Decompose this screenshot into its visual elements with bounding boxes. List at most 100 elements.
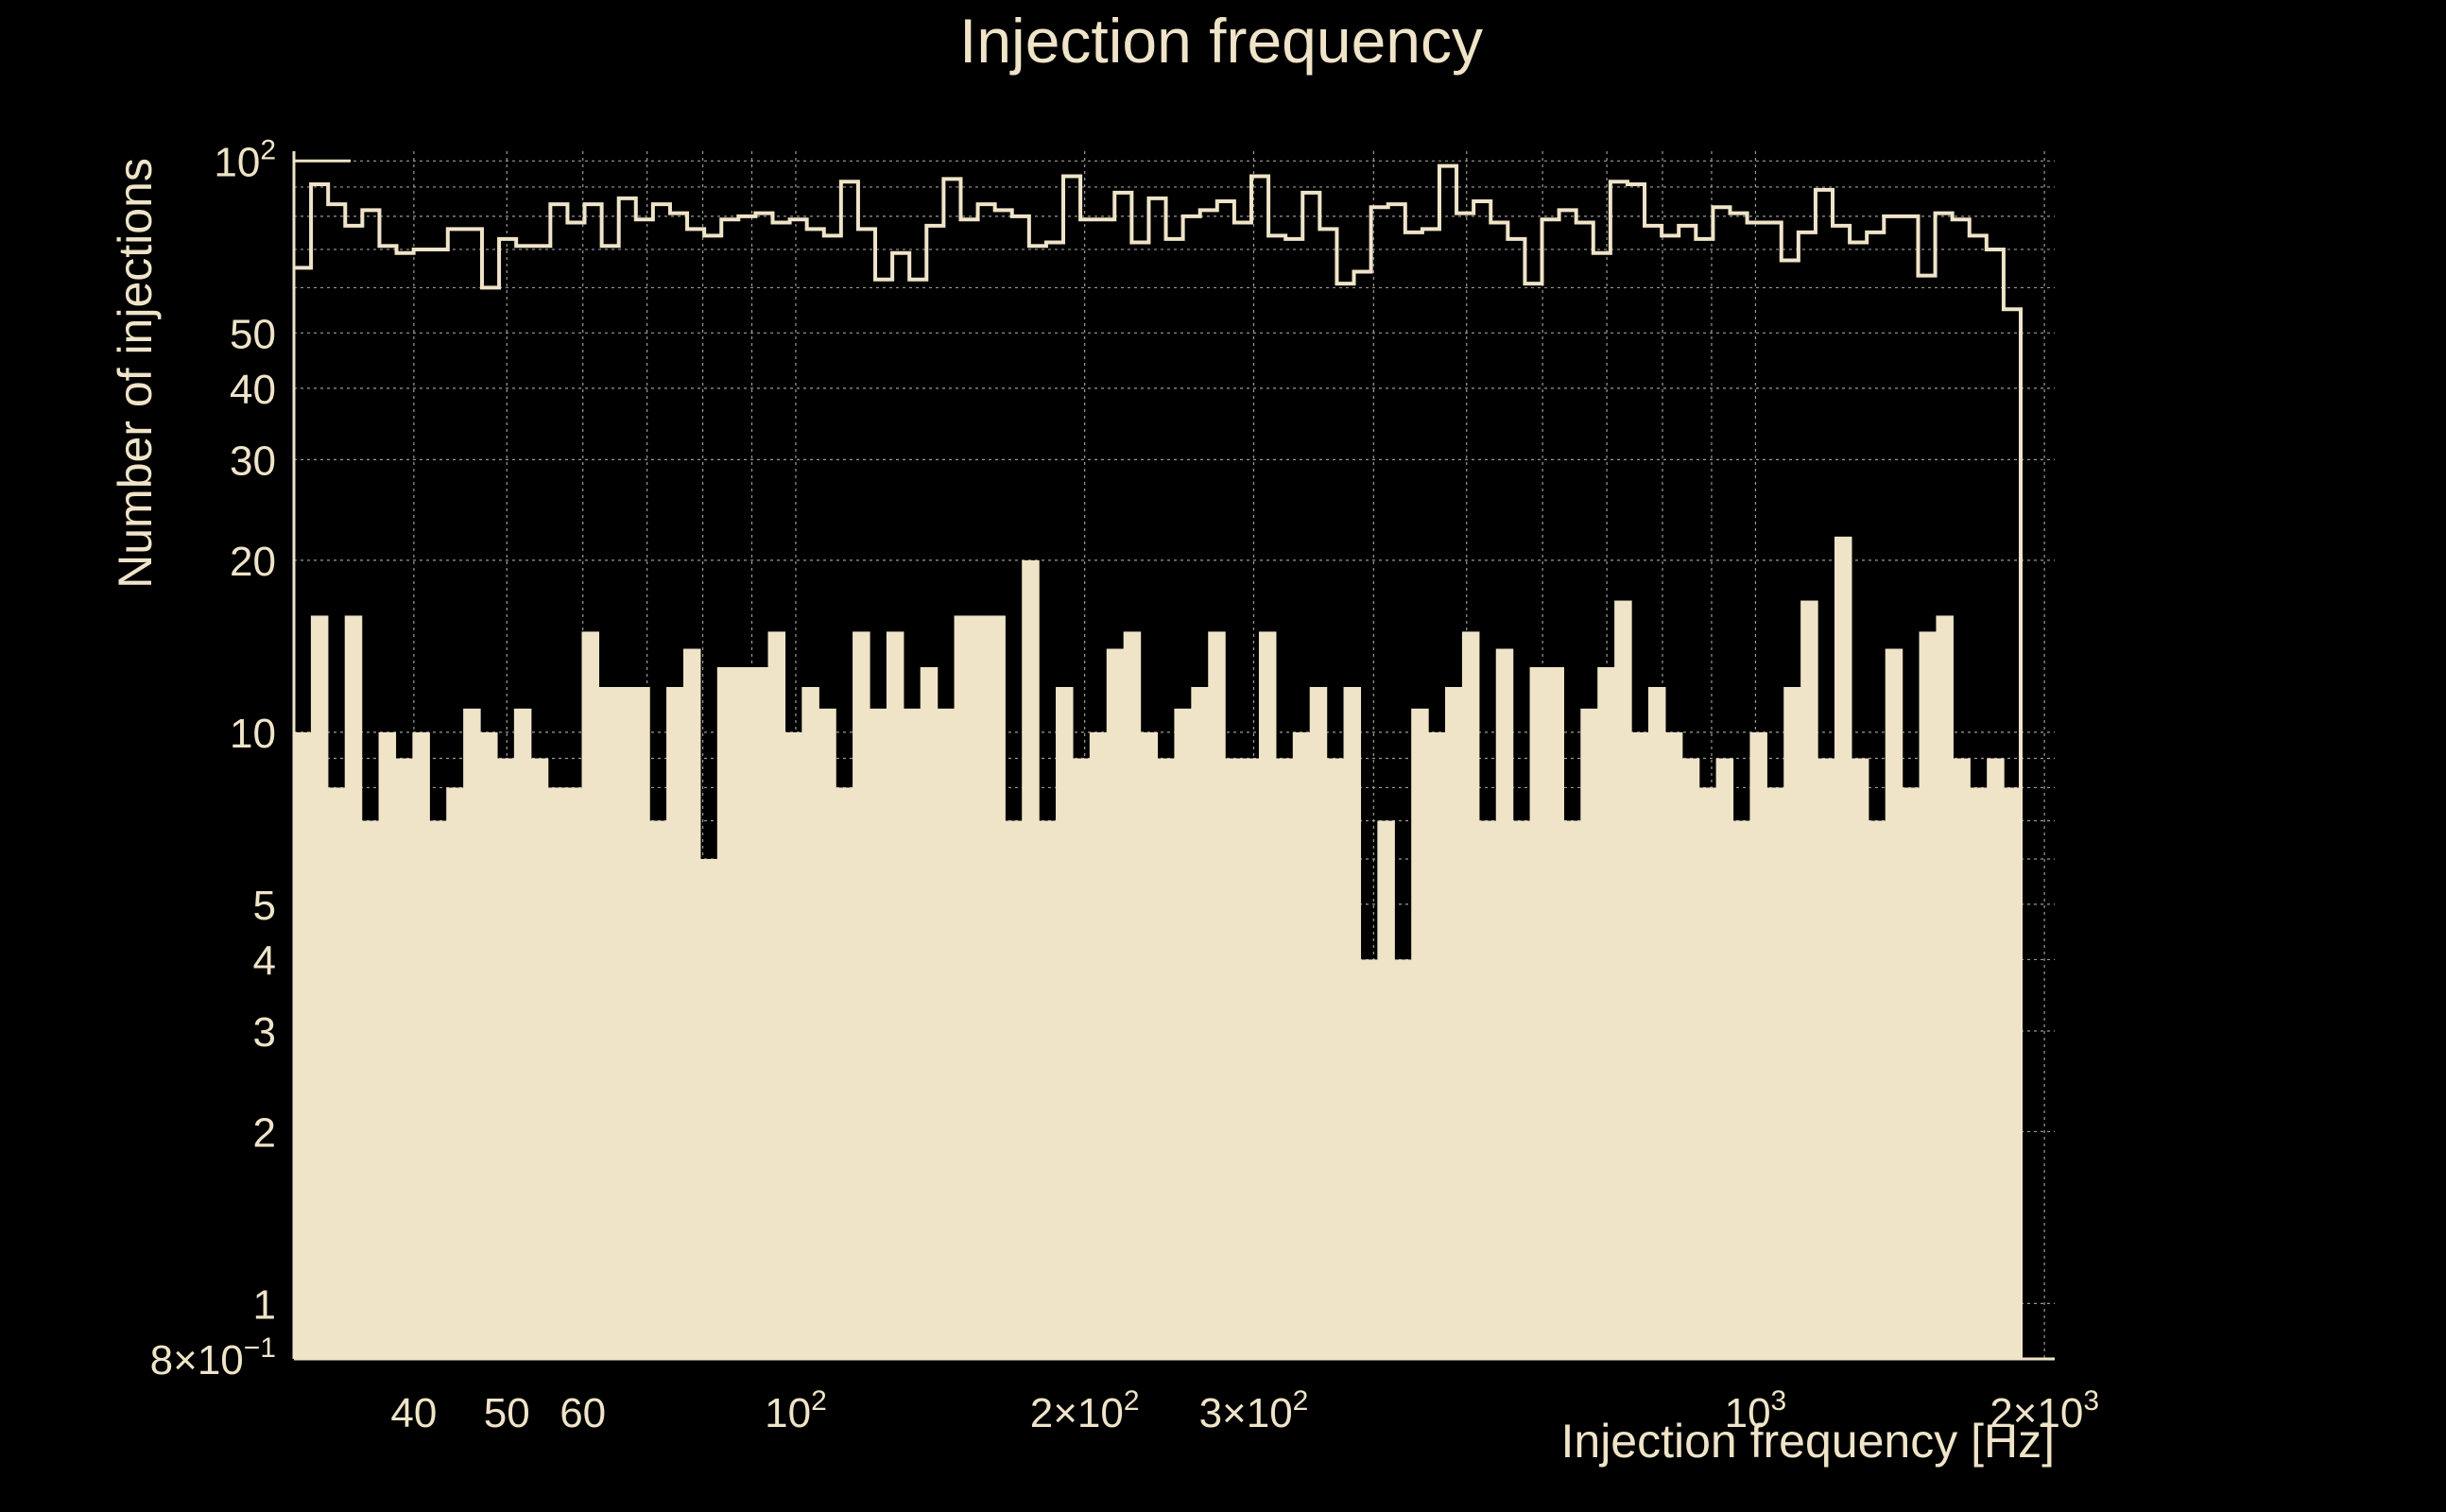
histogram-bar [1242,758,1260,1359]
histogram-bar [988,615,1006,1359]
histogram-bar [547,787,566,1359]
histogram-bar [1885,648,1903,1359]
histogram-bar [750,666,769,1359]
histogram-bar [835,787,853,1359]
histogram-bar [1919,631,1938,1359]
histogram-bar [1987,758,2005,1359]
histogram-bar [1631,731,1649,1359]
histogram-bar [1529,666,1548,1359]
histogram-bar [2004,787,2022,1359]
histogram-bar [1800,600,1818,1359]
histogram-bar [1597,666,1615,1359]
histogram-bar [1495,648,1514,1359]
histogram-bar [361,820,380,1359]
histogram-bar [1309,686,1328,1359]
histogram-bar [1902,787,1921,1359]
histogram-bar [581,631,600,1359]
histogram-bar [1123,631,1142,1359]
histogram-bar [954,615,973,1359]
histogram-bar [1817,758,1835,1359]
histogram-bar [1140,731,1159,1359]
x-tick-label: 2×103 [1990,1385,2099,1436]
x-tick-label: 3×102 [1199,1385,1309,1436]
histogram-bar [513,708,532,1359]
y-tick-label: 20 [230,539,276,585]
histogram-bar [294,731,312,1359]
histogram-bar [1377,820,1395,1359]
histogram-bar [310,615,329,1359]
y-tick-label: 50 [230,311,276,357]
histogram-bar [1681,758,1700,1359]
y-tick-label: 40 [230,367,276,413]
histogram-bar [463,708,481,1359]
step-outline-series [294,163,2023,1359]
histogram-bar [429,820,447,1359]
x-tick-label: 40 [390,1390,437,1436]
histogram-bar [1056,686,1074,1359]
y-tick-label: 2 [253,1109,276,1156]
histogram-bar [1512,820,1531,1359]
histogram-bar [1225,758,1243,1359]
histogram-bar [1970,787,1988,1359]
histogram-bar [1647,686,1666,1359]
histogram-bar [1411,708,1429,1359]
histogram-bar [920,666,939,1359]
histogram-bar [666,686,684,1359]
histogram-bar [1732,820,1751,1359]
histogram-bar [1360,959,1378,1359]
histogram-bar [853,631,870,1359]
histogram-bar [1749,731,1767,1359]
histogram-bar [1461,631,1480,1359]
histogram-bar [496,758,515,1359]
y-tick-label: 3 [253,1009,276,1056]
histogram-bar [1580,708,1598,1359]
x-tick-label: 2×102 [1030,1385,1140,1436]
x-tick-label: 60 [560,1390,606,1436]
x-tick-labels: 40 50 60 102 2×102 3×102 103 2×103 [390,1385,2099,1436]
histogram-bar [412,731,430,1359]
y-tick-label: 1 [253,1281,276,1328]
histogram-bar [1394,959,1412,1359]
histogram-bar [1936,615,1954,1359]
histogram-bar [1089,731,1108,1359]
y-tick-label: 8×10−1 [150,1332,276,1383]
histogram-bar [564,787,583,1359]
histogram-bar [937,708,956,1359]
histogram-bar [1834,536,1852,1359]
histogram-bar [1208,631,1226,1359]
x-axis-label: Injection frequency [Hz] [1561,1415,2056,1468]
histogram-bar [903,708,922,1359]
histogram-bar [649,820,667,1359]
histogram-bar [344,615,363,1359]
histogram-bar [716,666,735,1359]
histogram-bar [818,708,836,1359]
histogram-bar [1191,686,1209,1359]
histogram-bar [1326,758,1345,1359]
histogram-bar [480,731,498,1359]
histogram-bar [971,615,989,1359]
histogram-bar [1343,686,1362,1359]
histogram-bar [1953,758,1971,1359]
histogram-bar [1546,666,1564,1359]
histogram-bar [1445,686,1463,1359]
x-tick-label: 50 [484,1390,530,1436]
histogram-bar [1258,631,1277,1359]
histogram-bar [1698,787,1717,1359]
histogram-bar [886,631,904,1359]
histogram-bar [1851,758,1869,1359]
histogram-bar [1563,820,1581,1359]
filled-bar-series [294,536,2022,1359]
histogram-bar [446,787,464,1359]
histogram-bar [1715,758,1734,1359]
histogram-bar [682,648,701,1359]
y-tick-label: 10 [230,711,276,757]
histogram-bar [1868,820,1886,1359]
y-tick-label: 4 [253,937,276,984]
histogram-bar [699,858,718,1359]
histogram-bar [1022,559,1040,1359]
histogram-bar [1072,758,1091,1359]
y-tick-label: 5 [253,883,276,929]
histogram-bar [395,758,413,1359]
